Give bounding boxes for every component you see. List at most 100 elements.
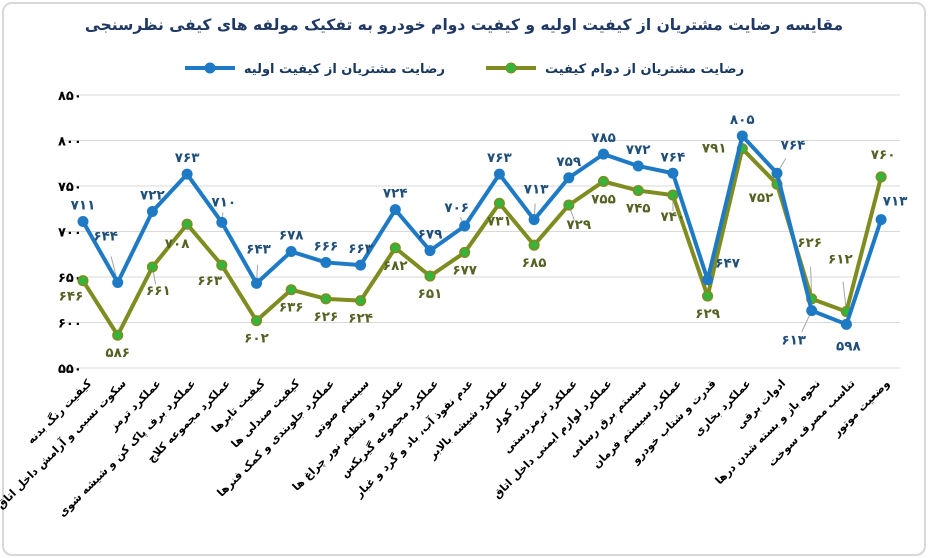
data-point-marker-initial bbox=[528, 214, 540, 226]
data-label-durability: ۶۸۲ bbox=[383, 258, 408, 274]
data-point-marker-initial bbox=[285, 246, 297, 258]
data-label-durability: ۶۴۶ bbox=[59, 289, 84, 305]
data-label-durability: ۶۲۶ bbox=[314, 309, 339, 325]
data-label-durability: ۶۲۴ bbox=[348, 311, 373, 327]
data-label-initial: ۷۱۱ bbox=[71, 197, 96, 213]
data-label-durability: ۶۸۵ bbox=[522, 255, 547, 271]
legend-item-initial-quality: رضایت مشتریان از کیفیت اولیه bbox=[184, 60, 445, 79]
legend-marker-initial-quality-icon bbox=[184, 60, 236, 79]
data-label-durability: ۷۵۲ bbox=[749, 190, 774, 206]
legend-item-durability-quality: رضایت مشتریان از دوام کیفیت bbox=[485, 60, 744, 79]
data-label-durability: ۶۲۶ bbox=[797, 235, 822, 251]
data-point-marker-durability bbox=[528, 239, 540, 251]
data-point-marker-initial bbox=[875, 214, 887, 226]
legend-label-durability-quality: رضایت مشتریان از دوام کیفیت bbox=[544, 62, 745, 77]
legend-marker-durability-quality-icon bbox=[485, 60, 537, 79]
data-point-marker-durability bbox=[702, 290, 714, 302]
data-label-durability: ۶۱۲ bbox=[828, 252, 853, 268]
data-label-initial: ۷۸۵ bbox=[591, 130, 616, 146]
data-point-marker-durability bbox=[875, 171, 887, 183]
data-point-marker-durability bbox=[667, 189, 679, 201]
y-axis-tick-label: ۶۵۰ bbox=[58, 271, 82, 286]
data-label-durability: ۵۸۶ bbox=[105, 345, 130, 361]
data-label-durability: ۶۶۳ bbox=[197, 273, 222, 289]
data-point-marker-durability bbox=[146, 261, 158, 273]
data-point-marker-initial bbox=[146, 205, 158, 217]
data-point-marker-initial bbox=[840, 318, 852, 330]
data-label-initial: ۷۵۹ bbox=[556, 154, 581, 170]
data-point-marker-durability bbox=[563, 199, 575, 211]
data-point-marker-initial bbox=[598, 148, 609, 160]
data-label-initial: ۶۴۳ bbox=[246, 241, 271, 257]
data-point-marker-initial bbox=[424, 245, 436, 257]
data-label-initial: ۷۶۴ bbox=[781, 137, 806, 153]
data-label-initial: ۸۰۵ bbox=[730, 112, 755, 128]
series-line-durability-quality bbox=[81, 146, 884, 338]
legend-label-initial-quality: رضایت مشتریان از کیفیت اولیه bbox=[243, 62, 445, 77]
y-axis-tick-label: ۷۰۰ bbox=[58, 226, 82, 241]
chart-title: مقایسه رضایت مشتریان از کیفیت اولیه و کی… bbox=[84, 16, 844, 34]
data-label-initial: ۶۴۷ bbox=[715, 256, 740, 272]
series-line-initial-quality bbox=[81, 133, 884, 327]
data-point-marker-initial bbox=[389, 204, 401, 216]
data-point-marker-durability bbox=[632, 185, 644, 197]
data-point-marker-initial bbox=[563, 172, 575, 184]
data-point-marker-durability bbox=[355, 295, 367, 307]
data-label-initial: ۷۰۶ bbox=[444, 200, 469, 216]
data-label-durability: ۶۶۱ bbox=[146, 283, 171, 299]
data-label-initial: ۷۶۳ bbox=[487, 150, 512, 166]
data-point-marker-initial bbox=[632, 160, 644, 172]
data-label-initial: ۷۶۳ bbox=[175, 150, 200, 166]
data-point-marker-durability bbox=[389, 242, 401, 254]
data-label-initial: ۶۷۸ bbox=[279, 228, 304, 244]
y-axis-tick-label: ۵۵۰ bbox=[58, 362, 82, 377]
data-label-durability: ۷۳۱ bbox=[487, 213, 512, 229]
data-label-durability: ۷۶۰ bbox=[871, 147, 896, 163]
data-label-durability: ۶۰۲ bbox=[244, 331, 269, 347]
data-point-marker-initial bbox=[493, 168, 505, 180]
data-point-marker-durability bbox=[597, 175, 610, 187]
data-point-marker-durability bbox=[112, 329, 124, 341]
data-point-marker-initial bbox=[736, 130, 748, 142]
data-point-marker-durability bbox=[250, 315, 263, 327]
data-label-initial: ۶۱۳ bbox=[781, 333, 806, 349]
data-point-marker-initial bbox=[320, 256, 332, 268]
y-axis-tick-label: ۸۵۰ bbox=[58, 89, 82, 104]
data-label-durability: ۷۴۰ bbox=[661, 209, 686, 225]
data-label-durability: ۷۰۸ bbox=[165, 236, 190, 252]
data-label-durability: ۷۹۱ bbox=[702, 141, 727, 157]
data-label-initial: ۶۶۳ bbox=[348, 241, 373, 257]
y-axis-tick-label: ۷۵۰ bbox=[58, 180, 82, 195]
data-point-marker-durability bbox=[216, 259, 228, 271]
data-point-marker-durability bbox=[424, 270, 436, 282]
data-label-initial: ۷۶۴ bbox=[661, 149, 686, 165]
data-label-durability: ۷۴۵ bbox=[626, 201, 651, 217]
data-point-marker-initial bbox=[112, 276, 124, 288]
data-point-marker-durability bbox=[181, 218, 193, 230]
data-label-initial: ۷۱۳ bbox=[524, 182, 549, 198]
data-label-initial: ۶۴۴ bbox=[93, 228, 118, 244]
data-label-initial: ۶۶۶ bbox=[314, 238, 339, 254]
data-point-marker-durability bbox=[493, 197, 505, 209]
data-label-initial: ۷۲۴ bbox=[383, 186, 408, 202]
data-point-marker-initial bbox=[355, 259, 367, 271]
data-point-marker-initial bbox=[667, 167, 679, 179]
y-axis-tick-label: ۶۰۰ bbox=[58, 317, 82, 332]
data-point-marker-initial bbox=[251, 277, 262, 289]
data-point-marker-initial bbox=[181, 168, 193, 180]
data-label-initial: ۷۱۳ bbox=[883, 194, 908, 210]
data-point-marker-durability bbox=[320, 293, 332, 305]
data-label-initial: ۷۲۲ bbox=[140, 187, 165, 203]
data-point-marker-durability bbox=[459, 246, 471, 258]
data-label-durability: ۶۵۱ bbox=[418, 286, 443, 302]
data-label-durability: ۷۵۵ bbox=[591, 191, 616, 207]
x-axis-category-label: کیفیت رنگ بدنه bbox=[24, 376, 95, 447]
data-point-marker-initial bbox=[216, 216, 228, 228]
data-point-marker-durability bbox=[77, 275, 89, 287]
data-label-initial: ۷۷۲ bbox=[626, 142, 651, 158]
data-point-marker-initial bbox=[806, 305, 818, 317]
data-point-marker-initial bbox=[77, 215, 89, 227]
y-axis-tick-label: ۸۰۰ bbox=[58, 135, 82, 150]
